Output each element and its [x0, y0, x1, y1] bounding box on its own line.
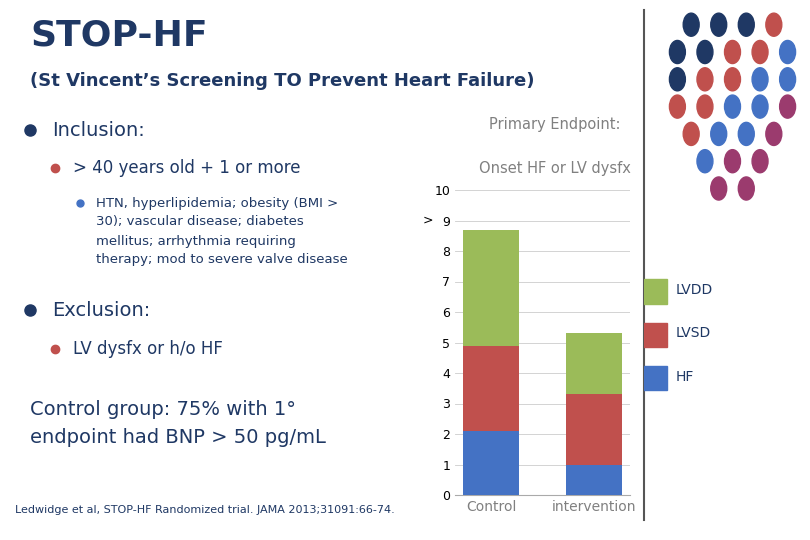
Circle shape — [697, 40, 713, 64]
Circle shape — [752, 68, 768, 91]
Text: STOP-HF: STOP-HF — [30, 18, 207, 52]
Circle shape — [724, 68, 740, 91]
Bar — [463, 346, 519, 431]
Bar — [463, 230, 519, 346]
Circle shape — [697, 150, 713, 173]
Text: Ledwidge et al, STOP-HF Randomized trial. JAMA 2013;31091:66-74.: Ledwidge et al, STOP-HF Randomized trial… — [15, 505, 394, 515]
Circle shape — [669, 95, 685, 118]
Text: LVDD: LVDD — [676, 284, 713, 297]
Circle shape — [779, 95, 795, 118]
Text: LVSD: LVSD — [676, 327, 711, 340]
Text: Onset HF or LV dysfx: Onset HF or LV dysfx — [479, 161, 631, 177]
Circle shape — [779, 68, 795, 91]
Bar — [565, 464, 622, 495]
Bar — [565, 333, 622, 394]
Bar — [644, 322, 667, 347]
Circle shape — [724, 40, 740, 64]
Circle shape — [683, 123, 699, 145]
Text: > 40 years old + 1 or more: > 40 years old + 1 or more — [73, 159, 301, 177]
Circle shape — [710, 177, 727, 200]
Circle shape — [683, 13, 699, 36]
Circle shape — [724, 95, 740, 118]
Circle shape — [697, 95, 713, 118]
Bar — [463, 431, 519, 495]
Circle shape — [738, 177, 754, 200]
Bar — [565, 394, 622, 464]
Circle shape — [765, 123, 782, 145]
Circle shape — [752, 150, 768, 173]
Circle shape — [738, 123, 754, 145]
Circle shape — [779, 40, 795, 64]
Bar — [644, 280, 667, 303]
Text: Control group: 75% with 1°: Control group: 75% with 1° — [30, 400, 296, 419]
Circle shape — [765, 13, 782, 36]
Text: >: > — [422, 214, 433, 227]
Circle shape — [669, 68, 685, 91]
Text: Inclusion:: Inclusion: — [52, 120, 145, 139]
Text: LV dysfx or h/o HF: LV dysfx or h/o HF — [73, 340, 223, 358]
Circle shape — [738, 13, 754, 36]
Text: HTN, hyperlipidemia; obesity (BMI >: HTN, hyperlipidemia; obesity (BMI > — [96, 197, 339, 210]
Text: 30); vascular disease; diabetes: 30); vascular disease; diabetes — [96, 215, 304, 228]
Text: HF: HF — [676, 370, 694, 383]
Circle shape — [710, 13, 727, 36]
Circle shape — [697, 68, 713, 91]
Circle shape — [752, 95, 768, 118]
Circle shape — [724, 150, 740, 173]
Text: (St Vincent’s Screening TO Prevent Heart Failure): (St Vincent’s Screening TO Prevent Heart… — [30, 72, 535, 90]
Text: Exclusion:: Exclusion: — [52, 300, 150, 320]
Text: therapy; mod to severe valve disease: therapy; mod to severe valve disease — [96, 253, 347, 267]
Text: Primary Endpoint:: Primary Endpoint: — [489, 118, 620, 132]
Circle shape — [710, 123, 727, 145]
Circle shape — [669, 40, 685, 64]
Circle shape — [752, 40, 768, 64]
Bar — [644, 366, 667, 390]
Text: endpoint had BNP > 50 pg/mL: endpoint had BNP > 50 pg/mL — [30, 428, 326, 447]
Text: mellitus; arrhythmia requiring: mellitus; arrhythmia requiring — [96, 234, 296, 247]
